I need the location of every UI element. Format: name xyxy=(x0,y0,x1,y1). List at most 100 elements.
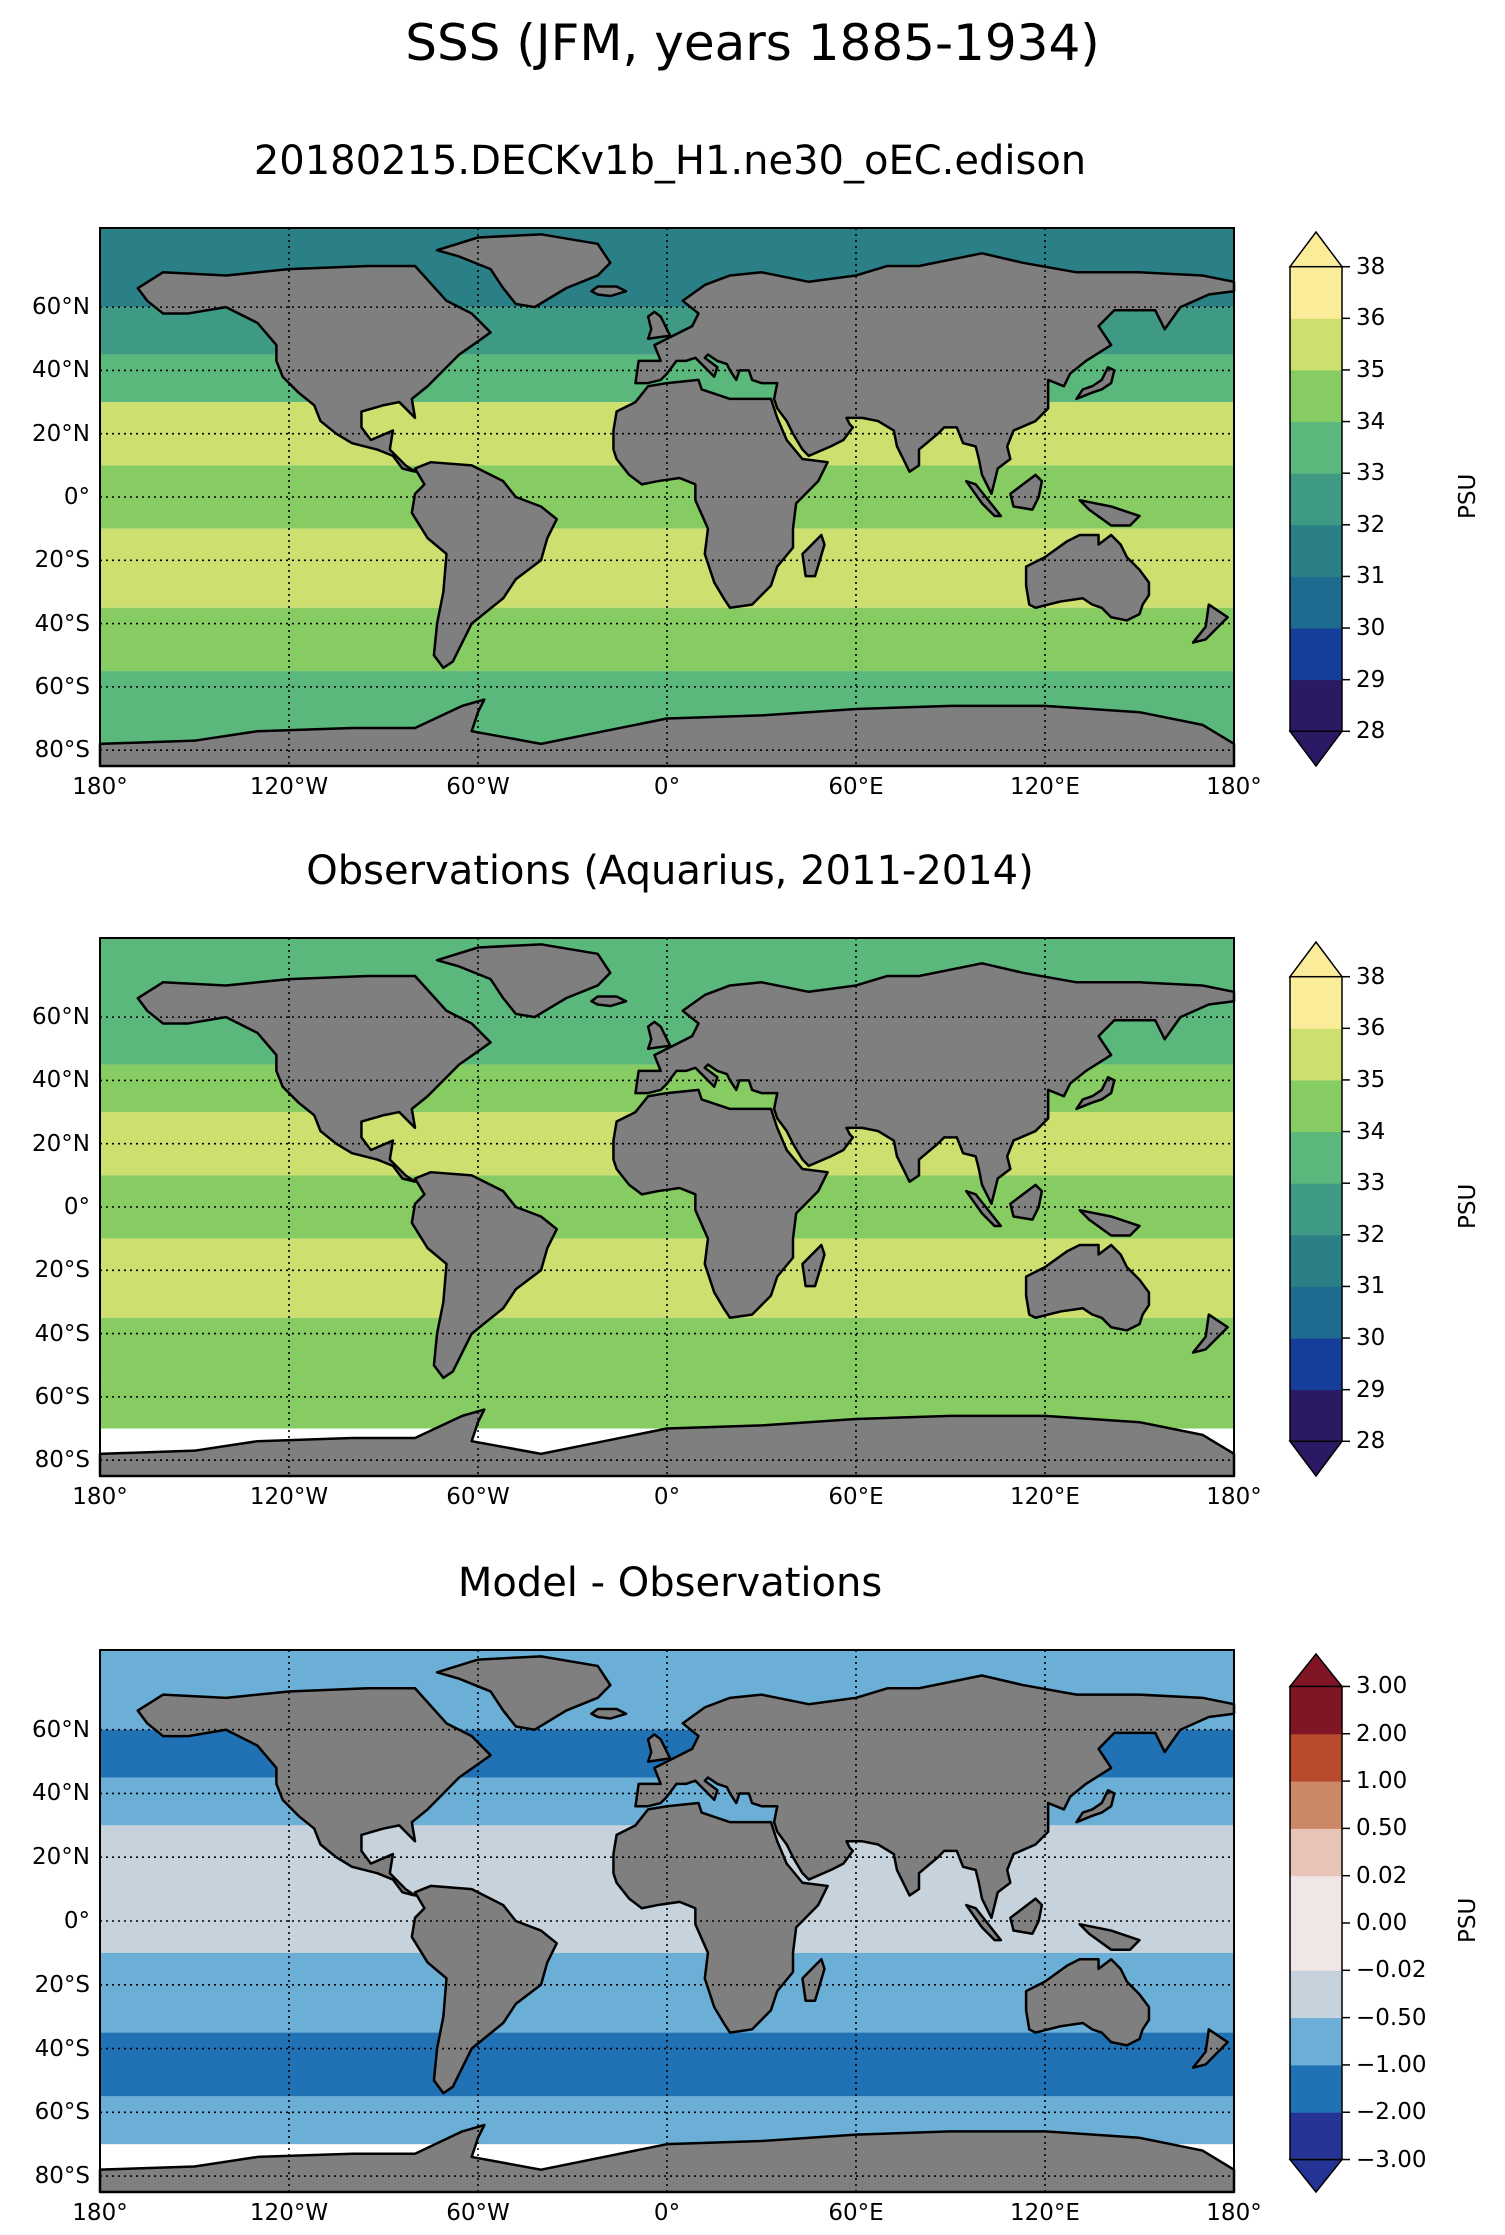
colorbar-tick-label: 33 xyxy=(1356,1170,1386,1197)
land-sumatra xyxy=(965,1189,1003,1228)
colorbar-segment xyxy=(1290,1183,1342,1236)
colorbar-segment xyxy=(1290,1875,1342,1924)
land-sumatra xyxy=(965,1903,1003,1942)
land-greenland xyxy=(435,1655,612,1731)
y-tick-label: 20°N xyxy=(32,1130,90,1157)
colorbar-segment xyxy=(1290,1781,1342,1829)
colorbar-tick-label: −3.00 xyxy=(1356,2146,1427,2173)
y-tick-label: 60°S xyxy=(34,1383,90,1410)
colorbar-tick-label: 34 xyxy=(1356,1118,1386,1145)
colorbar-segment xyxy=(1290,1686,1342,1735)
y-tick-label: 20°N xyxy=(32,1844,90,1871)
panel-title: 20180215.DECKv1b_H1.ne30_oEC.edison xyxy=(253,138,1087,184)
land-iceland xyxy=(590,285,628,298)
colorbar-tick-label: 35 xyxy=(1356,1066,1386,1093)
land-uk xyxy=(646,1020,672,1051)
map-frame xyxy=(99,937,1235,1477)
colorbar-tick-label: 36 xyxy=(1356,305,1386,332)
land-uk xyxy=(646,310,672,341)
x-tick-label: 180° xyxy=(1206,2200,1262,2226)
x-tick-label: 180° xyxy=(72,2200,128,2226)
colorbar-tick-label: −2.00 xyxy=(1356,2099,1427,2126)
x-tick-label: 0° xyxy=(653,1484,681,1510)
colorbar-segment xyxy=(1290,318,1342,371)
x-tick-label: 120°W xyxy=(249,2200,329,2226)
colorbar-segment xyxy=(1290,1234,1342,1287)
colorbar-tick-label: 38 xyxy=(1356,253,1386,280)
land-uk xyxy=(646,1733,672,1763)
colorbar-tick-label: 31 xyxy=(1356,1273,1386,1300)
colorbar-tick-label: 1.00 xyxy=(1356,1768,1408,1795)
colorbar-tick-label: 32 xyxy=(1356,1221,1386,1248)
colorbar-segment xyxy=(1290,1338,1342,1391)
colorbar-tick-label: 0.02 xyxy=(1356,1862,1408,1889)
y-tick-label: 0° xyxy=(63,1908,90,1934)
x-tick-label: 60°E xyxy=(828,774,884,800)
colorbar-tick-label: 38 xyxy=(1356,963,1386,990)
y-tick-label: 40°S xyxy=(34,2035,90,2062)
colorbar-segment xyxy=(1290,473,1342,526)
land-eurasia xyxy=(634,252,1236,496)
panel-title: Model - Observations xyxy=(457,1560,883,1606)
colorbar-tick-label: 36 xyxy=(1356,1015,1386,1042)
x-tick-label: 60°W xyxy=(446,2200,510,2226)
x-tick-label: 180° xyxy=(1206,1484,1262,1510)
y-tick-label: 20°S xyxy=(34,547,90,574)
colorbar-tick-label: 2.00 xyxy=(1356,1720,1408,1747)
colorbar-segment xyxy=(1290,266,1342,319)
colorbar-tick-label: 32 xyxy=(1356,511,1386,538)
land-greenland xyxy=(435,943,612,1019)
colorbar-segment xyxy=(1290,1733,1342,1782)
colorbar-segment xyxy=(1290,2017,1342,2066)
land-new-guinea xyxy=(1078,1208,1141,1237)
map-frame xyxy=(99,1649,1235,2193)
land-australia xyxy=(1024,1243,1151,1332)
colorbar-segment xyxy=(1290,2112,1342,2161)
x-tick-label: 120°E xyxy=(1010,774,1080,800)
colorbar-segment xyxy=(1290,1131,1342,1184)
colorbar-frame xyxy=(1289,975,1343,1443)
colorbar-frame xyxy=(1289,265,1343,733)
x-tick-label: 60°W xyxy=(446,774,510,800)
colorbar-segment xyxy=(1290,1923,1342,1971)
colorbar-tick-label: 29 xyxy=(1356,666,1386,693)
colorbar-segment xyxy=(1290,524,1342,577)
colorbar-tick-label: 3.00 xyxy=(1356,1673,1408,1700)
colorbar-tick-label: −0.02 xyxy=(1356,1957,1427,1984)
x-tick-label: 180° xyxy=(72,774,128,800)
figure-title: SSS (JFM, years 1885-1934) xyxy=(405,14,1100,72)
land-madagascar xyxy=(801,1958,826,2002)
land-madagascar xyxy=(801,1243,826,1288)
land-borneo xyxy=(1009,473,1044,511)
colorbar-tick-label: 34 xyxy=(1356,408,1386,435)
colorbar-segment xyxy=(1290,369,1342,423)
y-tick-label: 60°S xyxy=(34,673,90,700)
y-tick-label: 0° xyxy=(63,1194,90,1220)
land-japan xyxy=(1075,365,1116,401)
y-tick-label: 40°N xyxy=(32,357,90,384)
colorbar-extend-max xyxy=(1288,1652,1344,1688)
colorbar-segment xyxy=(1290,679,1342,732)
map-frame xyxy=(99,227,1235,767)
land-japan xyxy=(1075,1789,1116,1824)
land-japan xyxy=(1075,1075,1116,1111)
y-tick-label: 60°S xyxy=(34,2099,90,2126)
colorbar-segment xyxy=(1290,628,1342,681)
y-tick-label: 20°S xyxy=(34,1257,90,1284)
colorbar-tick-label: 0.50 xyxy=(1356,1815,1408,1842)
x-tick-label: 60°E xyxy=(828,2200,884,2226)
land-eurasia xyxy=(634,1674,1236,1920)
land-iceland xyxy=(590,1707,628,1720)
colorbar-tick-label: 31 xyxy=(1356,563,1386,590)
y-tick-label: 80°S xyxy=(34,1447,90,1474)
y-tick-label: 80°S xyxy=(34,737,90,764)
colorbar-tick-label: −1.00 xyxy=(1356,2051,1427,2078)
y-tick-label: 60°N xyxy=(32,1004,90,1031)
colorbar-extend-min xyxy=(1288,2158,1344,2194)
land-sumatra xyxy=(965,479,1003,518)
panel-title: Observations (Aquarius, 2011-2014) xyxy=(306,848,1034,894)
land-north-america xyxy=(136,264,492,473)
colorbar-tick-label: 29 xyxy=(1356,1376,1386,1403)
